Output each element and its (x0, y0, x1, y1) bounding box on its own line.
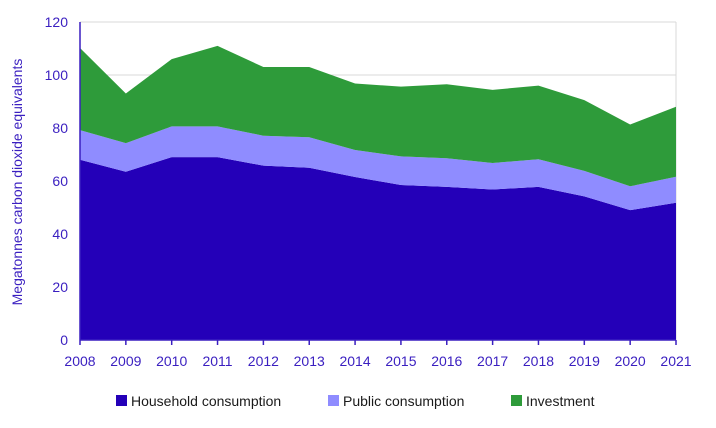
legend-swatch (328, 395, 339, 406)
legend-item-investment: Investment (511, 393, 595, 409)
x-tick-label: 2010 (156, 353, 187, 369)
legend-label: Investment (526, 393, 595, 409)
area-household-consumption (80, 157, 676, 340)
area-public-consumption (80, 126, 676, 211)
x-tick-label: 2018 (523, 353, 554, 369)
y-tick-label: 80 (52, 120, 68, 136)
x-tick-label: 2019 (569, 353, 600, 369)
x-tick-label: 2016 (431, 353, 462, 369)
legend-label: Public consumption (343, 393, 464, 409)
x-tick-label: 2009 (110, 353, 141, 369)
y-tick-label: 60 (52, 173, 68, 189)
legend-item-household-consumption: Household consumption (116, 393, 281, 409)
y-tick-label: 120 (45, 14, 69, 30)
x-tick-label: 2021 (660, 353, 691, 369)
legend-swatch (116, 395, 127, 406)
axes: 0 20 40 60 80 100 120 2008 2009 2010 2011 2012 2013 2… (45, 14, 692, 369)
legend-swatch (511, 395, 522, 406)
y-tick-label: 40 (52, 226, 68, 242)
x-tick-label: 2017 (477, 353, 508, 369)
legend-label: Household consumption (131, 393, 281, 409)
x-tick-label: 2011 (202, 353, 232, 369)
y-tick-label: 100 (45, 67, 69, 83)
x-tick-label: 2014 (339, 353, 370, 369)
x-tick-label: 2015 (385, 353, 416, 369)
y-tick-label: 20 (52, 279, 68, 295)
x-tick-label: 2012 (248, 353, 279, 369)
area-series (80, 45, 676, 340)
x-tick-label: 2008 (64, 353, 95, 369)
x-tick-label: 2013 (294, 353, 325, 369)
legend: Household consumption Public consumption I… (116, 393, 595, 409)
x-tick-label: 2020 (615, 353, 646, 369)
y-tick-label: 0 (60, 332, 68, 348)
legend-item-public-consumption: Public consumption (328, 393, 464, 409)
y-axis-label: Megatonnes carbon dioxide equivalents (9, 59, 25, 306)
area-investment (80, 45, 676, 187)
